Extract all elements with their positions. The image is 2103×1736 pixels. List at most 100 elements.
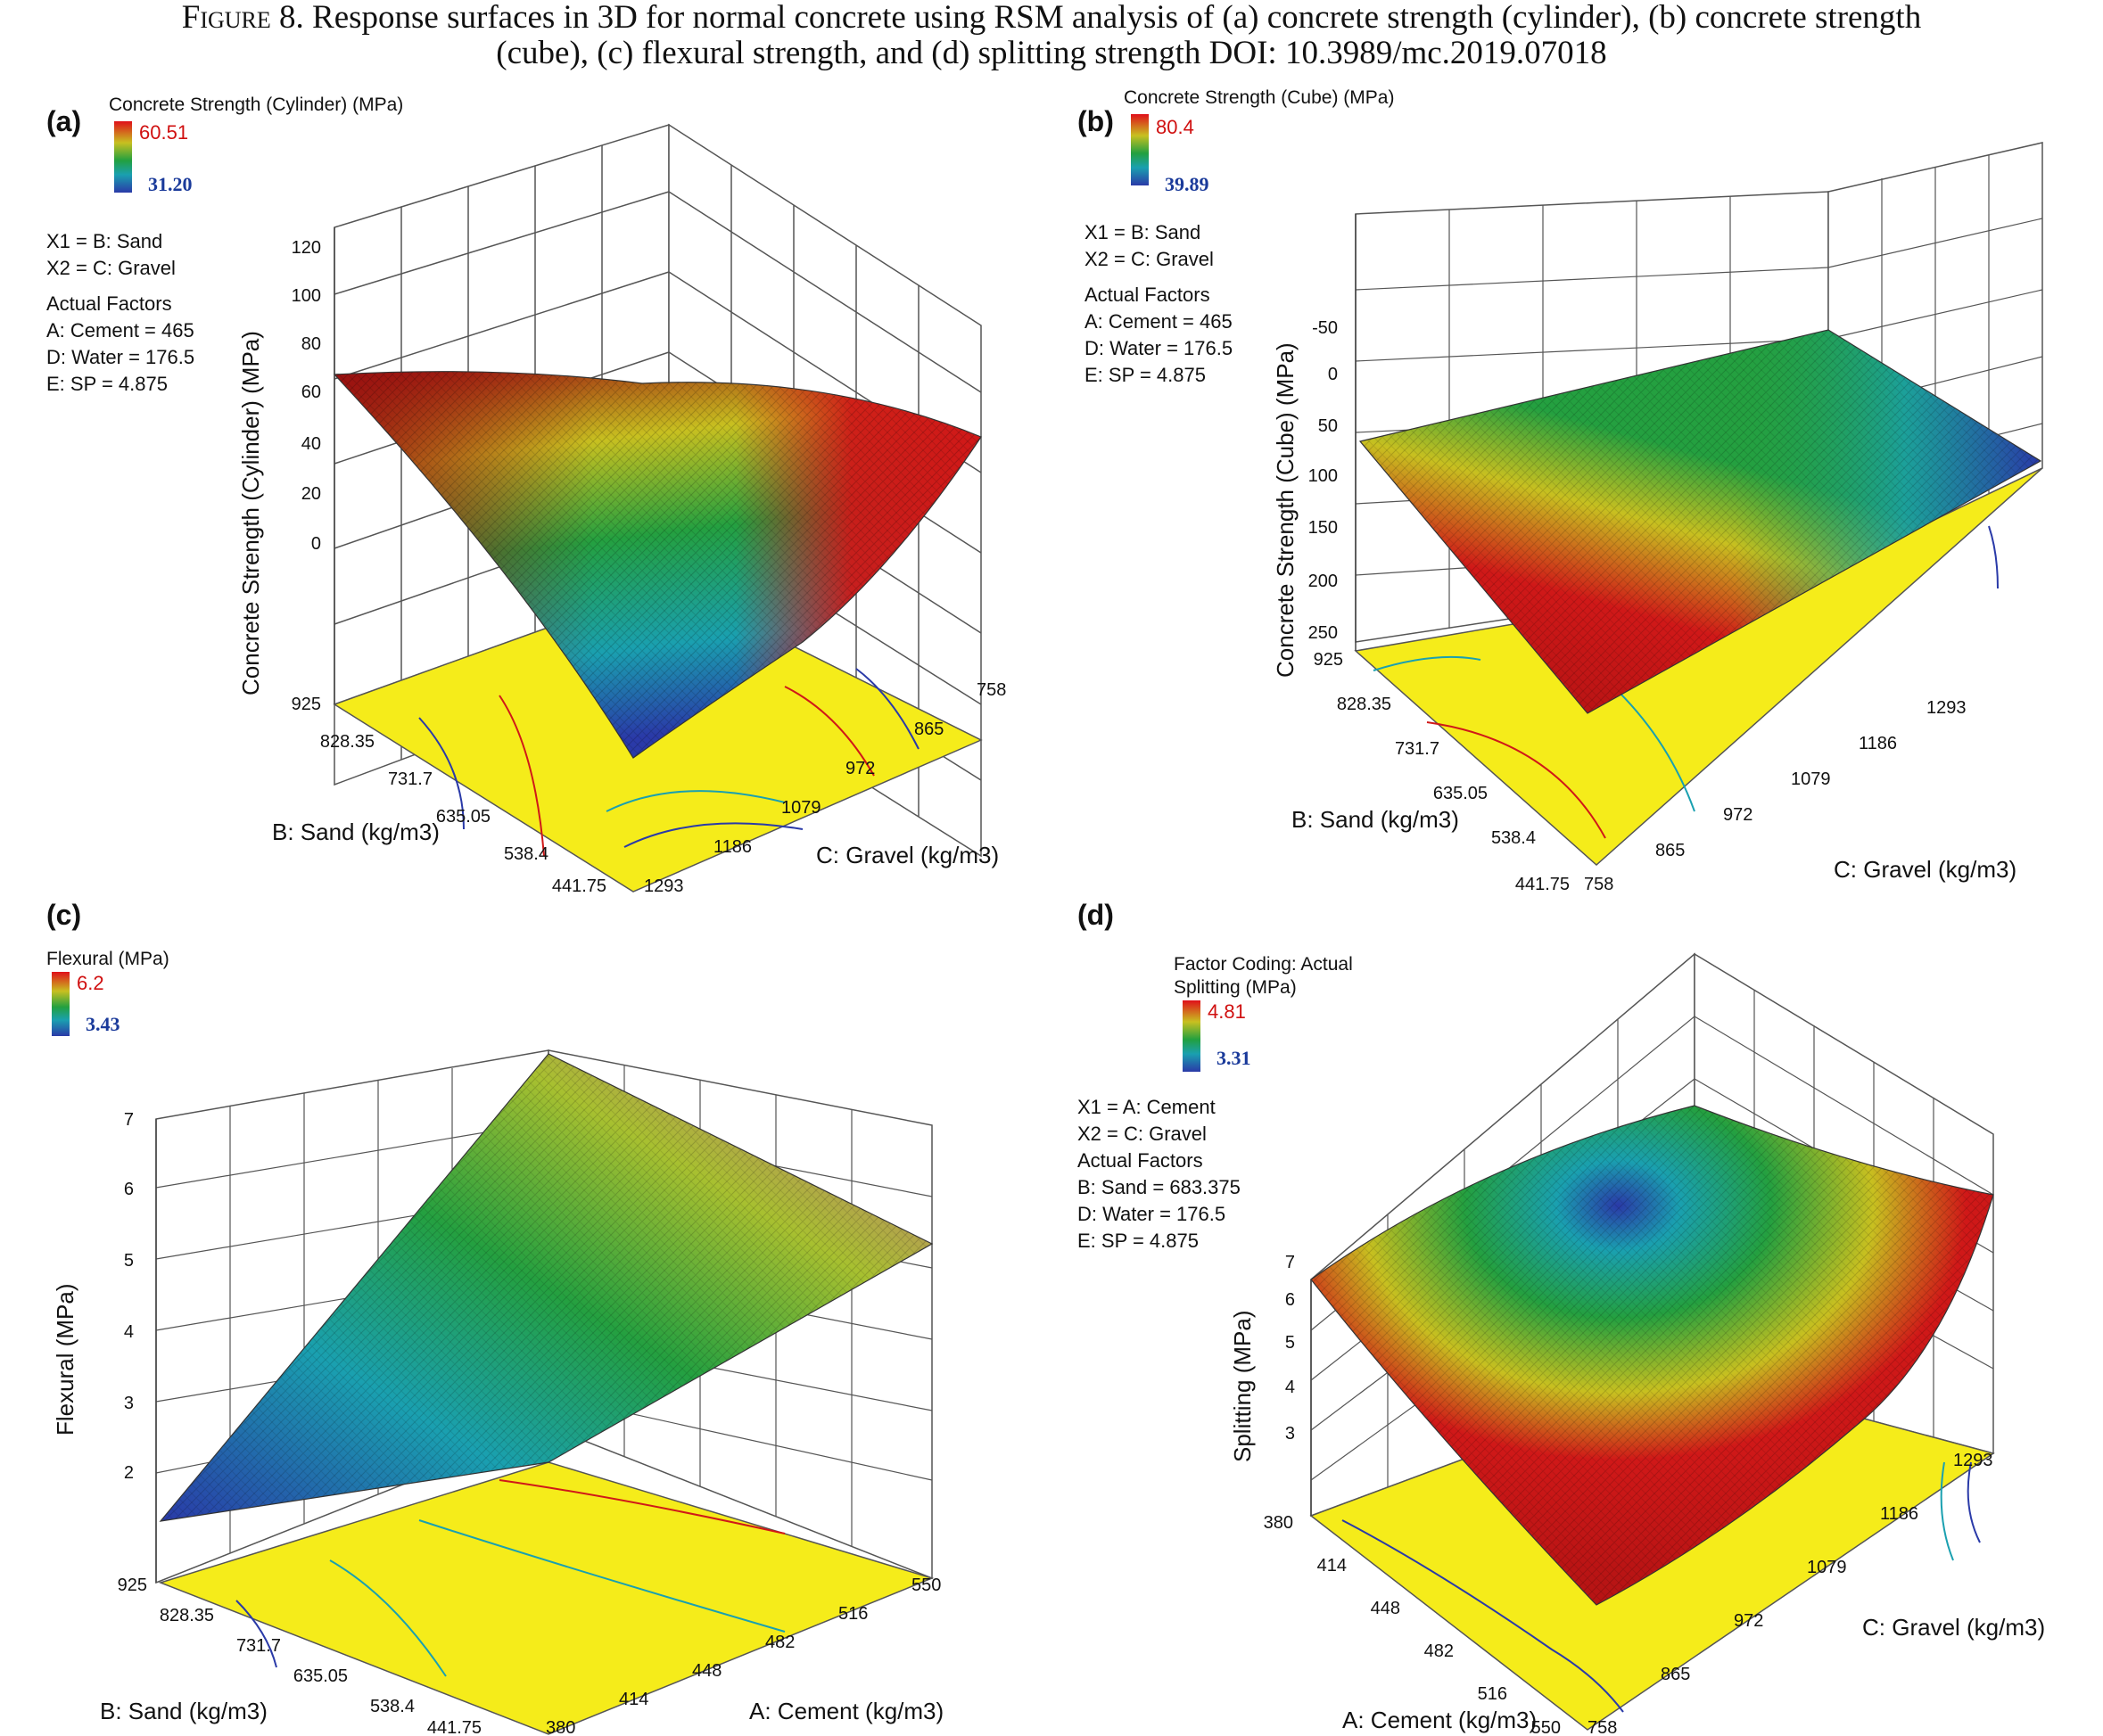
- caption-line-2: (cube), (c) flexural strength, and (d) s…: [496, 35, 1607, 71]
- factor-list: X1 = B: Sand X2 = C: Gravel Actual Facto…: [46, 228, 194, 398]
- sand-tick: 538.4: [504, 844, 548, 864]
- legend-title: Splitting (MPa): [1174, 977, 1297, 998]
- left-axis-ticks: 380 414 448 482 516 550: [1264, 1513, 1561, 1736]
- sand-tick: 731.7: [1395, 739, 1439, 759]
- gravel-tick: 865: [914, 720, 944, 739]
- sand-tick: 925: [1314, 650, 1343, 670]
- z-tick: 3: [124, 1394, 134, 1413]
- legend-title: Concrete Strength (Cylinder) (MPa): [109, 95, 404, 115]
- surface-plot-a: 120 100 80 60 40 20 0 Concrete Strength …: [237, 123, 1006, 896]
- left-axis-title: B: Sand (kg/m3): [1291, 806, 1459, 833]
- gravel-tick: 1079: [1791, 769, 1831, 789]
- gravel-tick: 1186: [713, 837, 752, 857]
- z-tick: 40: [301, 434, 321, 454]
- panel-b: (b) Concrete Strength (Cube) (MPa) 80.4 …: [1052, 71, 2103, 894]
- cement-tick: 482: [765, 1633, 795, 1652]
- x2-var: X2 = C: Gravel: [1077, 1123, 1207, 1145]
- z-tick: 120: [292, 238, 321, 258]
- left-axis-title: B: Sand (kg/m3): [100, 1698, 268, 1724]
- legend-max: 4.81: [1208, 1000, 1246, 1023]
- actual-factor: D: Water = 176.5: [1084, 337, 1233, 359]
- sand-tick: 635.05: [1433, 784, 1488, 803]
- legend-min: 3.43: [86, 1013, 120, 1035]
- z-tick: 250: [1308, 623, 1338, 643]
- panel-label: (a): [46, 105, 82, 137]
- cement-tick: 414: [619, 1690, 648, 1709]
- figure-label: Figure 8.: [181, 0, 304, 36]
- floor-contours: [1373, 525, 1999, 839]
- cement-tick: 414: [1317, 1556, 1347, 1576]
- actual-factor: B: Sand = 683.375: [1077, 1176, 1241, 1198]
- surface-plot-b: -50 0 50 100 150 200 250 Concrete Streng…: [1272, 142, 2043, 894]
- cement-tick: 482: [1424, 1641, 1454, 1661]
- left-axis-title: A: Cement (kg/m3): [1342, 1707, 1537, 1733]
- left-axis-ticks: 925 828.35 731.7 635.05 538.4 441.75: [118, 1576, 482, 1736]
- gravel-tick: 1293: [644, 876, 684, 896]
- sand-tick: 925: [292, 695, 321, 714]
- sand-tick: 441.75: [427, 1718, 482, 1736]
- legend-min: 3.31: [1216, 1047, 1251, 1069]
- x2-var: X2 = C: Gravel: [1084, 248, 1214, 270]
- z-axis-ticks: 120 100 80 60 40 20 0: [292, 238, 321, 554]
- legend-color-bar: [1183, 1000, 1200, 1072]
- right-axis-title: C: Gravel (kg/m3): [1862, 1614, 2045, 1641]
- actual-factor: E: SP = 4.875: [46, 373, 168, 395]
- actual-factor: A: Cement = 465: [1084, 310, 1233, 333]
- z-axis-ticks: 7 6 5 4 3 2: [124, 1110, 134, 1483]
- left-axis-title: B: Sand (kg/m3): [272, 819, 440, 845]
- gravel-tick: 758: [1588, 1718, 1617, 1736]
- z-tick: 7: [124, 1110, 134, 1130]
- z-tick: 80: [301, 334, 321, 354]
- actual-factor: E: SP = 4.875: [1084, 364, 1206, 386]
- sand-tick: 538.4: [370, 1697, 415, 1716]
- z-axis-ticks: 7 6 5 4 3: [1285, 1253, 1295, 1444]
- panel-d: (d) Factor Coding: Actual Splitting (MPa…: [1052, 892, 2103, 1736]
- gravel-tick: 1186: [1880, 1504, 1918, 1524]
- surface-plot-c: 7 6 5 4 3 2 Flexural (MPa) 925 828.35 73…: [52, 1049, 944, 1736]
- actual-factor: D: Water = 176.5: [1077, 1203, 1226, 1225]
- sand-tick: 828.35: [320, 732, 375, 752]
- caption-line-1: Figure 8. Response surfaces in 3D for no…: [0, 0, 2103, 36]
- gravel-tick: 1079: [781, 798, 821, 818]
- z-tick: 0: [311, 534, 321, 554]
- factor-list: X1 = B: Sand X2 = C: Gravel Actual Facto…: [1084, 219, 1233, 389]
- z-tick: -50: [1312, 318, 1338, 338]
- legend-header: Factor Coding: Actual: [1174, 954, 1353, 975]
- legend-title: Concrete Strength (Cube) (MPa): [1124, 87, 1395, 108]
- contour-floor: [158, 1461, 935, 1735]
- z-tick: 60: [301, 383, 321, 402]
- figure-caption: Figure 8. Response surfaces in 3D for no…: [0, 0, 2103, 71]
- x2-var: X2 = C: Gravel: [46, 257, 176, 279]
- sand-tick: 828.35: [1337, 695, 1391, 714]
- z-tick: 100: [1308, 466, 1338, 486]
- panel-a: (a) Concrete Strength (Cylinder) (MPa) 6…: [0, 71, 1052, 896]
- legend-max: 6.2: [77, 972, 104, 994]
- actual-factors-title: Actual Factors: [1077, 1149, 1203, 1172]
- right-axis-ticks: 758 865 972 1079 1186 1293: [1584, 698, 1967, 894]
- left-axis-ticks: 925 828.35 731.7 635.05 538.4 441.75: [292, 695, 606, 896]
- response-surface: [159, 1053, 934, 1522]
- gravel-tick: 758: [1584, 875, 1613, 894]
- legend-color-bar: [114, 121, 132, 193]
- z-tick: 50: [1318, 416, 1338, 436]
- z-axis-title: Concrete Strength (Cylinder) (MPa): [237, 331, 264, 695]
- sand-tick: 731.7: [388, 769, 433, 789]
- cement-tick: 380: [1264, 1513, 1293, 1533]
- z-axis-title: Concrete Strength (Cube) (MPa): [1272, 342, 1299, 678]
- right-axis-title: C: Gravel (kg/m3): [1834, 856, 2016, 883]
- z-axis-title: Splitting (MPa): [1229, 1311, 1256, 1463]
- response-surface: [1310, 1105, 1994, 1606]
- z-tick: 6: [124, 1180, 134, 1199]
- panel-label: (b): [1077, 105, 1114, 137]
- sand-tick: 925: [118, 1576, 147, 1595]
- actual-factor: E: SP = 4.875: [1077, 1230, 1199, 1252]
- gravel-tick: 865: [1655, 841, 1685, 860]
- actual-factors-title: Actual Factors: [1084, 284, 1210, 306]
- legend-min: 39.89: [1165, 173, 1209, 195]
- legend-max: 80.4: [1156, 116, 1194, 138]
- actual-factors-title: Actual Factors: [46, 292, 172, 315]
- gravel-tick: 1293: [1926, 698, 1967, 718]
- x1-var: X1 = B: Sand: [1084, 221, 1201, 243]
- cement-tick: 516: [838, 1604, 868, 1624]
- legend-min: 31.20: [148, 173, 193, 195]
